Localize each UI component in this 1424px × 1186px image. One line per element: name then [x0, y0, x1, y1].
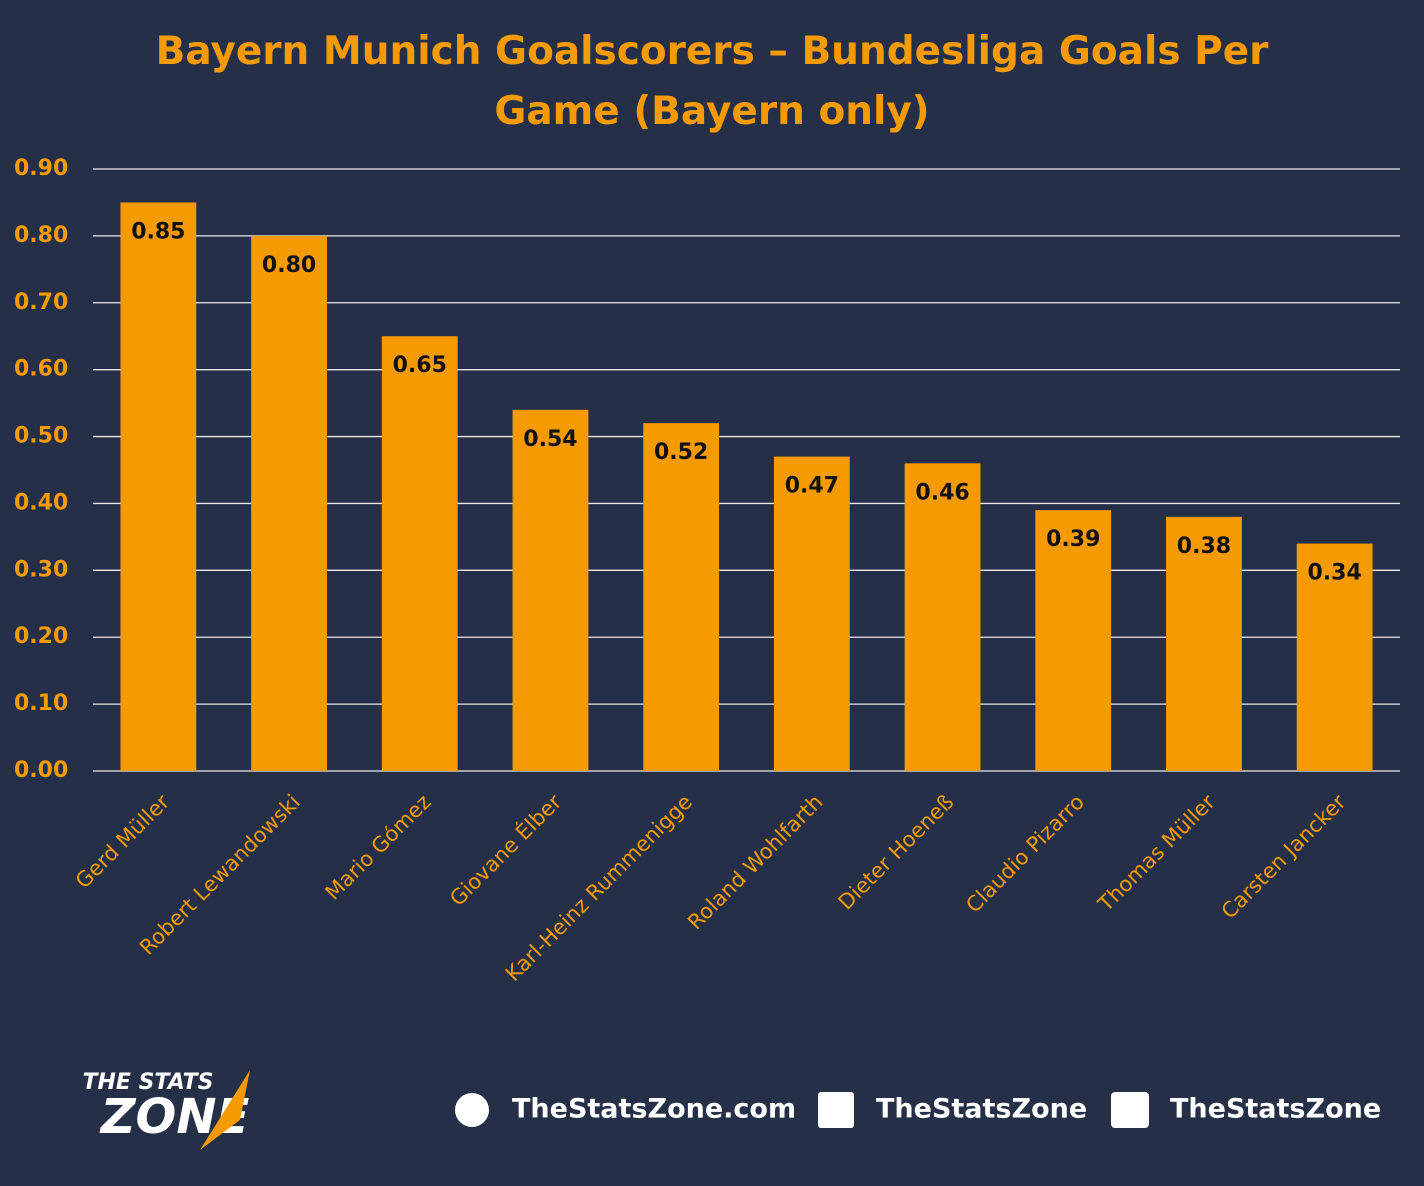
logo: THE STATS ZONE: [82, 1070, 250, 1150]
value-label: 0.39: [1046, 527, 1100, 552]
y-tick-label: 0.20: [14, 624, 68, 649]
bar: [904, 463, 981, 771]
x-tick-label: Claudio Pizarro: [961, 790, 1089, 918]
logo-top: THE STATS: [82, 1070, 213, 1095]
y-tick-label: 0.40: [14, 490, 68, 515]
bar: [251, 235, 327, 771]
y-tick-label: 0.60: [14, 357, 68, 382]
twitter: TheStatsZone: [1170, 1094, 1381, 1125]
y-tick-label: 0.70: [14, 290, 68, 315]
facebook-icon: [818, 1092, 854, 1128]
bar: [1296, 543, 1373, 771]
value-label: 0.34: [1308, 561, 1362, 586]
x-tick-label: Giovane Élber: [444, 789, 566, 911]
chart-title: Bayern Munich Goalscorers – Bundesliga G…: [155, 29, 1269, 134]
value-label: 0.54: [523, 427, 577, 452]
x-tick-label: Dieter Hoeneß: [834, 790, 959, 915]
facebook: TheStatsZone: [876, 1094, 1087, 1125]
x-tick-label: Roland Wohlfarth: [683, 790, 828, 935]
value-label: 0.52: [654, 440, 708, 465]
bar: [773, 456, 850, 771]
x-tick-label: Carsten Jancker: [1217, 790, 1351, 924]
bar: [1166, 516, 1242, 771]
website: TheStatsZone.com: [512, 1094, 796, 1125]
bar: [643, 423, 720, 771]
bar: [1035, 510, 1112, 771]
x-tick-label: Gerd Müller: [71, 790, 175, 894]
value-label: 0.85: [131, 219, 185, 244]
value-label: 0.47: [785, 474, 839, 499]
bar: [381, 336, 458, 771]
y-tick-label: 0.90: [14, 156, 68, 181]
value-label: 0.46: [915, 480, 969, 505]
bar: [512, 409, 589, 771]
y-tick-label: 0.50: [14, 424, 68, 449]
y-tick-label: 0.00: [14, 758, 68, 783]
y-tick-label: 0.80: [14, 223, 68, 248]
logo-swoosh: [200, 1070, 250, 1150]
globe-icon: [455, 1093, 489, 1127]
x-tick-label: Thomas Müller: [1093, 790, 1220, 917]
y-tick-label: 0.10: [14, 691, 68, 716]
x-tick-label: Mario Gómez: [321, 790, 436, 905]
y-tick-label: 0.30: [14, 557, 68, 582]
twitter-icon: [1111, 1092, 1149, 1128]
value-label: 0.38: [1177, 534, 1231, 559]
value-label: 0.65: [393, 353, 447, 378]
value-label: 0.80: [262, 253, 316, 278]
bar: [120, 202, 197, 771]
